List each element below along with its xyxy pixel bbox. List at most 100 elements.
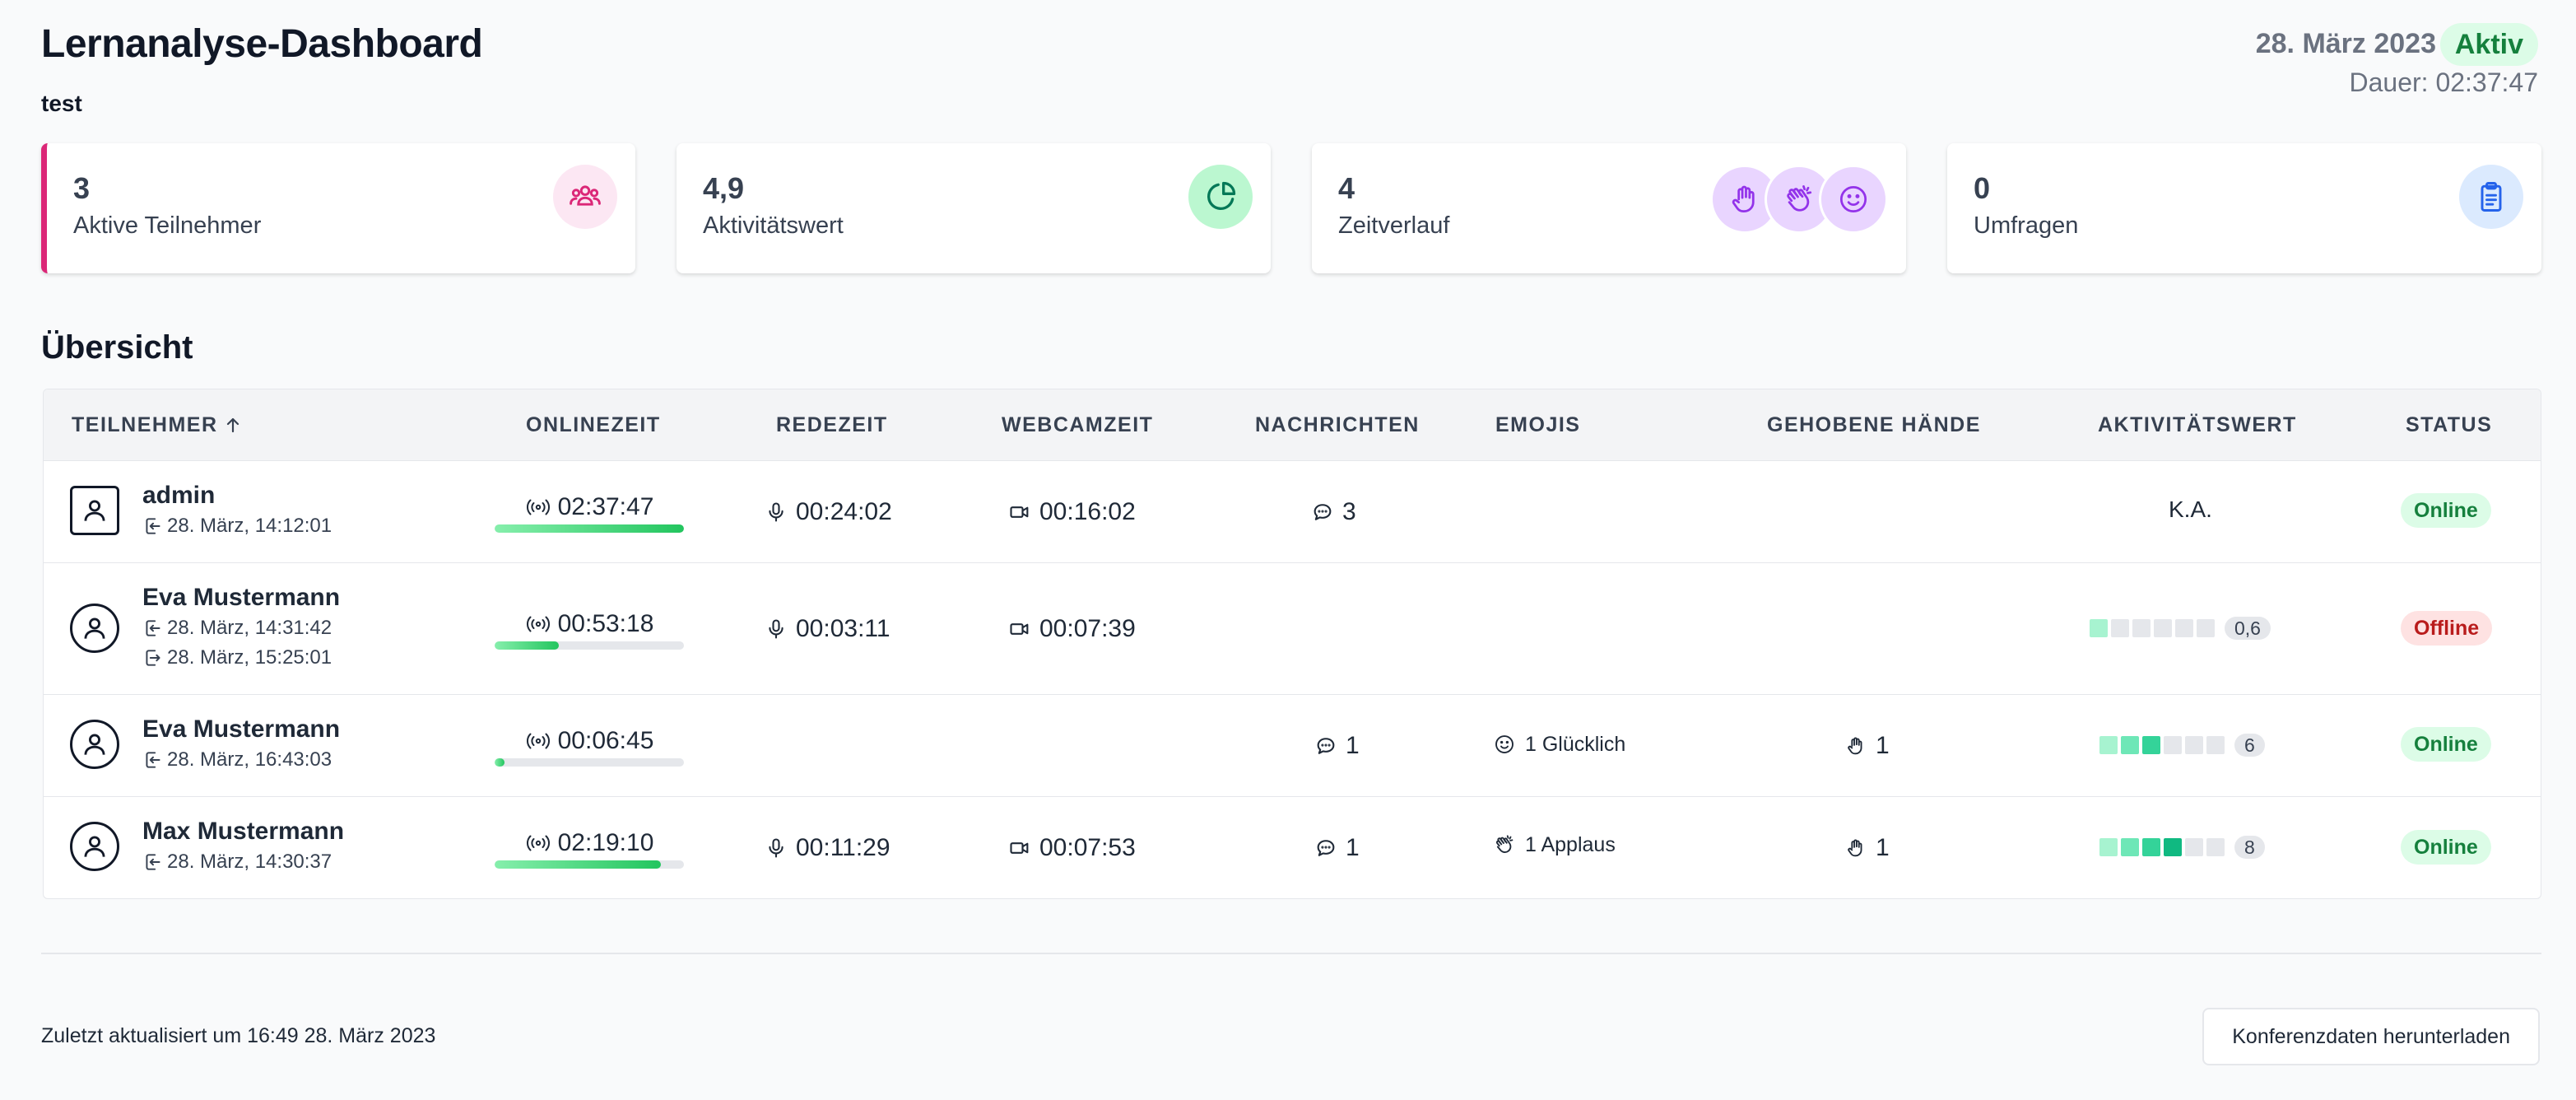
hand-raise-icon <box>1848 737 1862 755</box>
messages-count: 3 <box>1311 498 1356 526</box>
online-progress-bar <box>495 860 684 869</box>
webcam-time: 00:07:53 <box>1008 834 1136 862</box>
activity-score-badge: 6 <box>2234 734 2265 757</box>
talk-time: 00:11:29 <box>765 834 890 862</box>
card-label: Umfragen <box>1974 212 2079 239</box>
login-icon <box>146 752 160 768</box>
online-time: 02:19:10 <box>495 829 684 869</box>
webcam-time: 00:07:39 <box>1008 615 1136 643</box>
participant-name: Eva Mustermann <box>142 715 341 743</box>
broadcast-icon <box>526 499 550 515</box>
col-activity-score: AKTIVITÄTSWERT <box>2098 413 2297 436</box>
overview-heading: Übersicht <box>41 329 193 366</box>
online-time: 02:37:47 <box>495 493 684 533</box>
online-time: 00:06:45 <box>495 727 684 767</box>
raised-hands-count: 1 <box>1844 834 1890 862</box>
applause-icon <box>1765 165 1834 234</box>
talk-time: 00:03:11 <box>765 615 890 643</box>
avatar <box>70 604 119 653</box>
card-label: Aktive Teilnehmer <box>73 212 262 239</box>
smile-icon <box>1495 735 1514 753</box>
microphone-icon <box>769 838 783 858</box>
chat-bubble-icon <box>1314 504 1332 520</box>
col-talk-time: REDEZEIT <box>776 413 888 436</box>
applause-icon <box>1495 835 1514 853</box>
join-time: 28. März, 14:12:01 <box>142 515 332 538</box>
avatar <box>70 486 119 535</box>
col-messages: NACHRICHTEN <box>1255 413 1420 436</box>
online-progress-bar <box>495 758 684 767</box>
video-camera-icon <box>1010 623 1029 635</box>
status-badge: Online <box>2401 727 2491 762</box>
meeting-name: test <box>41 91 82 116</box>
join-time: 28. März, 14:31:42 <box>142 617 332 640</box>
avatar <box>70 822 119 871</box>
microphone-icon <box>769 619 783 639</box>
card-value: 3 <box>73 171 91 205</box>
col-status: STATUS <box>2406 413 2493 436</box>
activity-meter: 8 <box>2099 836 2265 859</box>
login-icon <box>146 620 160 636</box>
chat-bubble-icon <box>1317 738 1335 754</box>
col-online-time: ONLINEZEIT <box>526 413 661 436</box>
meeting-date: 28. März 2023 <box>2255 28 2436 59</box>
join-time: 28. März, 14:30:37 <box>142 851 332 874</box>
activity-score-na: K.A. <box>2169 496 2212 522</box>
leave-time: 28. März, 15:25:01 <box>142 646 332 669</box>
footer-divider <box>41 953 2541 954</box>
logout-icon <box>146 650 160 666</box>
broadcast-icon <box>526 835 550 851</box>
pie-chart-icon <box>1188 165 1253 229</box>
card-value: 4 <box>1338 171 1355 205</box>
activity-meter: 6 <box>2099 734 2265 757</box>
online-progress-bar <box>495 524 684 533</box>
table-row: Eva Mustermann 28. März, 14:31:42 28. Mä… <box>44 562 2541 695</box>
last-updated-text: Zuletzt aktualisiert um 16:49 28. März 2… <box>41 1024 436 1047</box>
arrow-up-icon <box>226 417 239 433</box>
page-title: Lernanalyse-Dashboard <box>41 22 483 66</box>
hand-raise-icon <box>1848 839 1862 857</box>
table-header: TEILNEHMER ONLINEZEIT REDEZEIT WEBCAMZEI… <box>44 389 2541 461</box>
video-camera-icon <box>1010 842 1029 854</box>
talk-time: 00:24:02 <box>765 498 892 526</box>
card-label: Zeitverlauf <box>1338 212 1450 239</box>
online-progress-bar <box>495 641 684 650</box>
card-value: 0 <box>1974 171 1991 205</box>
participant-name: admin <box>142 482 216 509</box>
meeting-duration: Dauer: 02:37:47 <box>2349 68 2539 97</box>
table-row: Eva Mustermann 28. März, 16:43:03 00:06:… <box>44 694 2541 797</box>
status-badge: Online <box>2401 830 2491 865</box>
meeting-status-badge: Aktiv <box>2439 23 2538 66</box>
activity-score-badge: 8 <box>2234 836 2265 859</box>
login-icon <box>146 854 160 870</box>
status-badge: Online <box>2401 493 2491 528</box>
video-camera-icon <box>1010 506 1029 518</box>
emoji-reaction: 1 Glücklich <box>1492 732 1625 757</box>
col-webcam-time: WEBCAMZEIT <box>1002 413 1154 436</box>
join-time: 28. März, 16:43:03 <box>142 748 332 771</box>
col-emojis: EMOJIS <box>1495 413 1581 436</box>
activity-score-badge: 0,6 <box>2225 617 2271 640</box>
webcam-time: 00:16:02 <box>1008 498 1136 526</box>
clipboard-icon <box>2459 165 2523 229</box>
activity-meter: 0,6 <box>2090 617 2271 640</box>
col-raised-hands: GEHOBENE HÄNDE <box>1767 413 1981 436</box>
col-participant[interactable]: TEILNEHMER <box>72 389 241 460</box>
participant-name: Eva Mustermann <box>142 584 341 611</box>
card-active-participants: 3 Aktive Teilnehmer <box>41 143 635 273</box>
card-activity-score: 4,9 Aktivitätswert <box>677 143 1271 273</box>
avatar <box>70 720 119 769</box>
broadcast-icon <box>526 616 550 632</box>
participant-name: Max Mustermann <box>142 818 345 845</box>
online-time: 00:53:18 <box>495 610 684 650</box>
messages-count: 1 <box>1314 834 1360 862</box>
login-icon <box>146 518 160 534</box>
card-value: 4,9 <box>703 171 745 205</box>
download-conference-data-button[interactable]: Konferenzdaten herunterladen <box>2202 1008 2540 1065</box>
messages-count: 1 <box>1314 732 1360 760</box>
users-icon <box>553 165 617 229</box>
table-row: Max Mustermann 28. März, 14:30:37 02:19:… <box>44 796 2541 898</box>
participants-table: TEILNEHMER ONLINEZEIT REDEZEIT WEBCAMZEI… <box>43 389 2541 899</box>
card-timeline: 4 Zeitverlauf <box>1312 143 1906 273</box>
card-polls: 0 Umfragen <box>1947 143 2541 273</box>
